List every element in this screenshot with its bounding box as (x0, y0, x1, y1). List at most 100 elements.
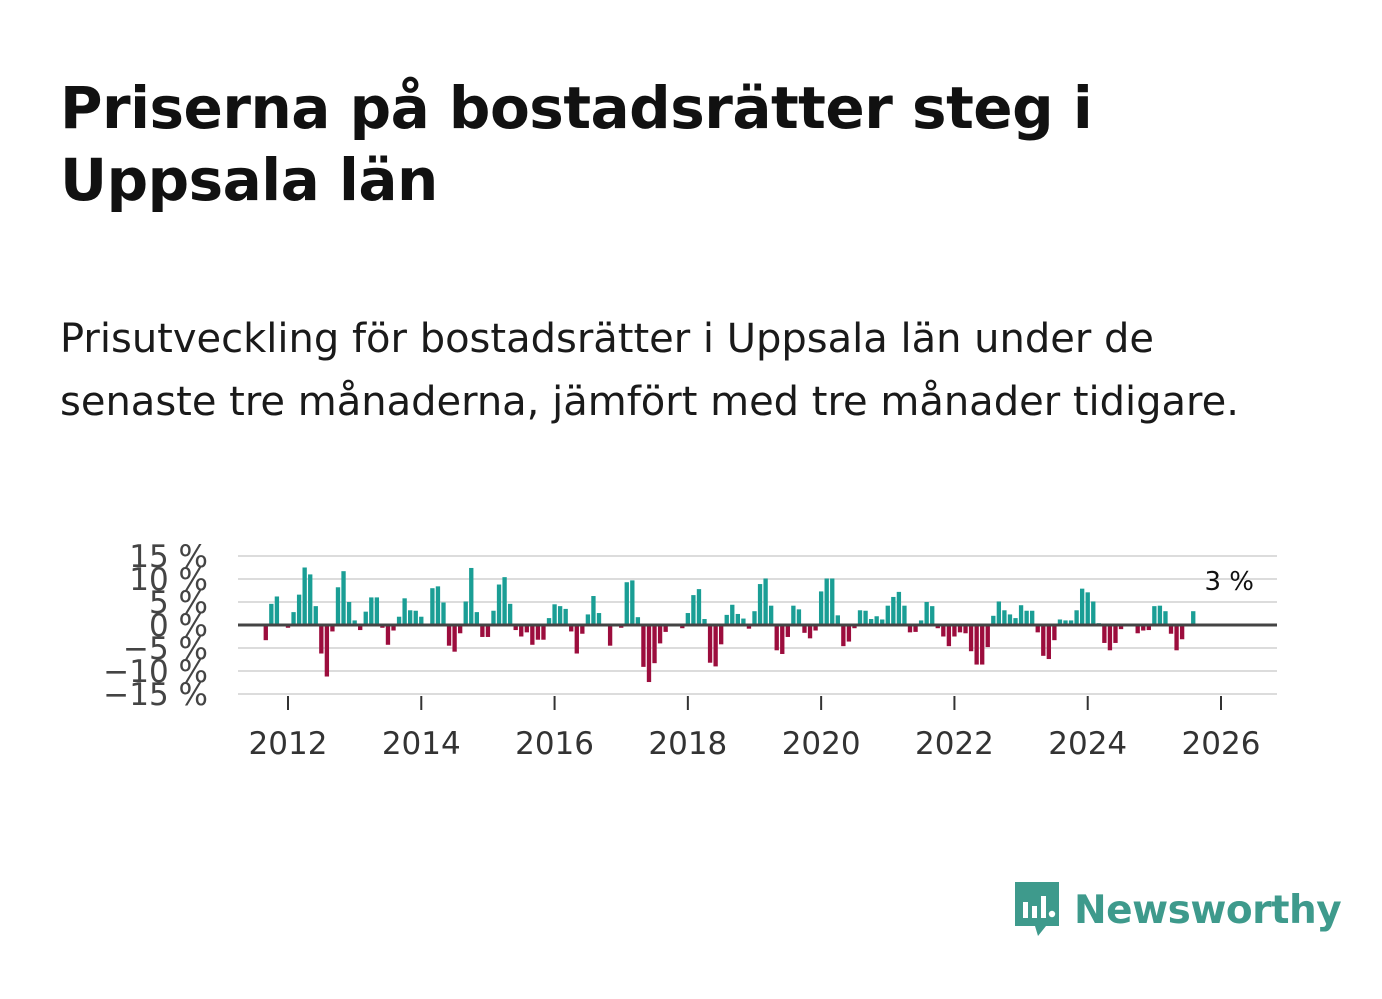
bar (680, 625, 685, 629)
bar (991, 615, 996, 625)
bar (557, 606, 563, 625)
bar (813, 625, 818, 631)
bar (385, 625, 391, 645)
bar (519, 625, 524, 637)
bar (941, 625, 946, 637)
bar (502, 577, 507, 625)
bar (852, 625, 857, 629)
bar (413, 610, 418, 625)
bar (346, 602, 352, 625)
bar (896, 591, 902, 625)
chart-subtitle: Prisutveckling för bostadsrätter i Uppsa… (60, 316, 1239, 425)
bar (1085, 592, 1090, 625)
bar (774, 625, 779, 651)
bar (763, 578, 768, 625)
bar (952, 625, 957, 637)
bar (441, 602, 446, 625)
y-tick-label: 5 % (149, 585, 208, 621)
bar (757, 584, 763, 625)
bar (974, 625, 979, 665)
bar (824, 578, 829, 625)
bar (741, 618, 746, 625)
bar (485, 625, 491, 637)
x-tick-label: 2018 (648, 726, 727, 762)
bar (480, 625, 485, 637)
bar (296, 594, 302, 625)
bar (396, 616, 402, 625)
x-tick-label: 2022 (915, 726, 994, 762)
bar (691, 595, 696, 625)
bar (1091, 601, 1096, 625)
bar (1046, 625, 1051, 660)
bar (313, 606, 318, 625)
newsworthy-logo-text: Newsworthy (1074, 887, 1342, 933)
bar (841, 625, 846, 647)
bar (885, 605, 890, 625)
bar (391, 625, 396, 631)
bar (830, 578, 835, 625)
bar (1057, 619, 1063, 625)
chart-bars (263, 567, 1196, 683)
y-tick-label: 15 % (129, 539, 208, 575)
bar (907, 625, 913, 633)
bar (891, 596, 896, 625)
bar (996, 601, 1002, 625)
bar (513, 625, 518, 631)
bar (980, 625, 985, 665)
bar (291, 612, 296, 625)
newsworthy-logo-icon (1015, 882, 1059, 936)
bar (902, 605, 907, 625)
bar (935, 625, 940, 629)
bar (580, 625, 585, 634)
bar (713, 625, 718, 667)
bar (330, 625, 335, 632)
bar (446, 625, 452, 646)
bar (780, 625, 785, 654)
bar (663, 625, 668, 632)
x-tick-label: 2016 (515, 726, 594, 762)
bar (496, 584, 502, 625)
bar (358, 625, 363, 631)
bar (1052, 625, 1057, 641)
bar (596, 613, 602, 625)
bar (1113, 625, 1118, 643)
bar (352, 620, 357, 625)
bar (1107, 625, 1113, 651)
bar (1146, 625, 1151, 631)
bar (607, 625, 613, 646)
bar (880, 619, 885, 625)
bar (585, 614, 591, 625)
bar (263, 625, 268, 641)
x-tick-label: 2026 (1182, 726, 1261, 762)
bar (341, 571, 346, 625)
bar (985, 625, 990, 648)
bar (591, 596, 596, 625)
bar (474, 612, 479, 625)
bar (807, 625, 813, 639)
bar (408, 610, 413, 625)
last-value-label: 3 % (1204, 567, 1254, 597)
bar (363, 611, 368, 625)
bar (918, 620, 924, 625)
bar (946, 625, 952, 647)
bar (963, 625, 968, 634)
bar (641, 625, 646, 667)
bar (768, 605, 774, 625)
bar (1118, 625, 1124, 630)
bar (924, 602, 929, 625)
bar (730, 604, 735, 625)
bar (335, 587, 341, 625)
bar (302, 567, 307, 625)
bar (535, 625, 541, 640)
bar (1152, 606, 1157, 625)
bar (530, 625, 535, 645)
bar (1018, 605, 1024, 625)
bar (324, 625, 330, 677)
bar (1191, 611, 1196, 625)
bar (1068, 620, 1074, 625)
bar (785, 625, 790, 637)
bar (308, 574, 313, 625)
bar (835, 615, 840, 625)
y-tick-label: 10 % (129, 562, 208, 598)
bar (369, 597, 374, 625)
